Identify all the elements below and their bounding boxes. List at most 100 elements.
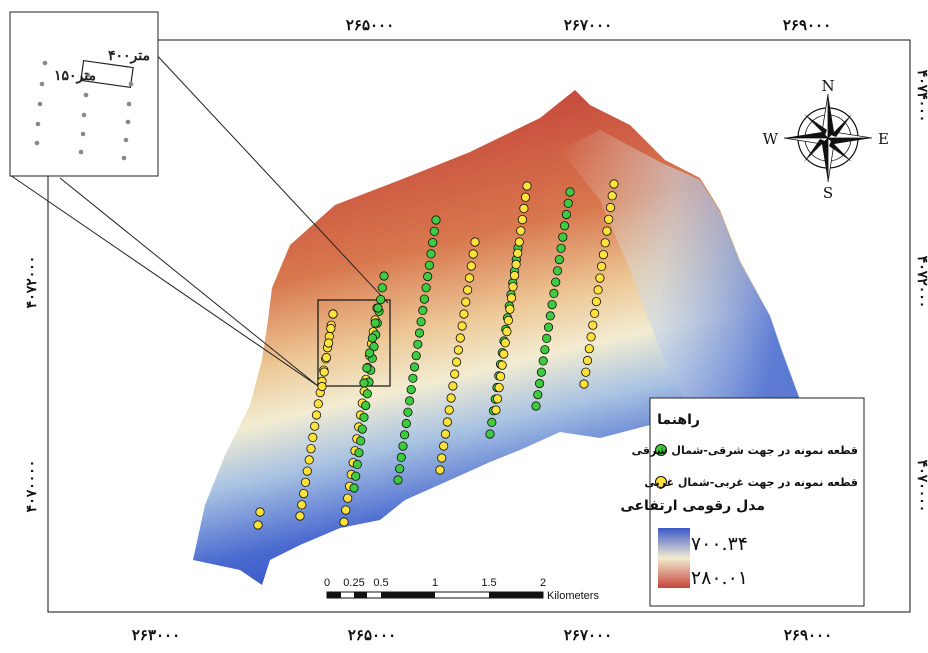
grid-label-left: ۴۰۷۰۰۰۰ [24,460,40,513]
plot-marker-yellow [605,202,616,213]
plot-marker-yellow [446,393,456,403]
north-arrow: N S E W [763,77,889,202]
plot-marker-green [533,390,543,400]
grid-label-top: ۲۶۷۰۰۰ [564,16,612,34]
plot-marker-yellow [437,453,447,463]
plot-marker-green [349,483,359,493]
plot-marker-yellow [435,465,445,475]
plot-marker-yellow [591,296,602,307]
plot-marker-green [367,333,377,343]
plot-marker-green [424,260,434,270]
plot-marker-yellow [520,192,531,202]
plot-marker-green [357,424,367,434]
plot-marker-yellow [609,179,619,189]
plot-marker-green [413,339,423,349]
grid-label-top: ۲۶۵۰۰۰ [346,16,394,34]
scale-tick-15: 1.5 [481,577,496,589]
plot-marker-green [538,356,548,366]
scale-tick-2: 2 [540,577,546,589]
plot-marker-yellow [581,367,591,377]
inset-label-400: ۴۰۰متر [108,48,150,64]
plot-marker-yellow [604,214,614,224]
plot-marker-green [536,367,547,377]
plot-marker-green [558,232,568,242]
plot-marker-green [554,255,564,265]
plot-marker-green [549,288,559,298]
plot-marker-yellow [328,309,338,319]
grid-label-right: ۴۰۷۰۰۰۰ [914,460,928,513]
plot-marker-yellow [455,333,465,343]
inset-plot-rect [80,59,134,89]
plot-marker-yellow [593,285,603,295]
scale-tick-025: 0.25 [343,577,364,589]
plot-marker-yellow [306,444,316,454]
legend: راهنما قطعه نمونه در جهت شرقی-شمال شرقی … [620,397,865,607]
plot-marker-yellow [310,421,320,431]
plot-marker-green [377,283,387,293]
plot-marker-green [354,448,364,458]
plot-marker-yellow [255,507,265,517]
sample-plots [253,179,619,530]
plot-marker-green [556,243,566,253]
plot-marker-green [547,299,557,310]
plot-marker-yellow [582,355,593,366]
plot-marker-yellow [457,321,467,331]
plot-marker-yellow [502,326,512,337]
scale-tick-05: 0.5 [373,577,388,589]
grid-label-left: ۴۰۷۲۰۰۰ [24,256,40,309]
plot-marker-green [370,318,380,328]
plot-marker-green [351,471,361,481]
plot-marker-green [423,271,433,282]
inset-dots [34,60,134,161]
plot-marker-yellow [505,304,515,314]
plot-marker-green [416,317,426,327]
plot-marker-yellow [297,500,307,510]
plot-marker-yellow [522,181,532,191]
plot-marker-yellow [300,477,311,487]
map-frame [47,39,911,613]
plot-marker-green [411,351,421,361]
plot-marker-yellow [339,517,349,527]
plot-marker-green [362,389,372,399]
plot-marker-yellow [253,520,263,530]
plot-marker-green [531,401,541,411]
plot-marker-green [373,303,383,313]
plot-marker-yellow [459,309,469,319]
plot-marker-green [418,305,428,315]
plot-marker-yellow [311,410,322,420]
grid-label-bottom: ۲۶۳۰۰۰ [132,626,180,644]
plot-marker-yellow [462,285,473,295]
grid-label-right: ۴۰۷۴۰۰۰ [914,70,928,123]
plot-marker-green [545,311,555,321]
plot-marker-yellow [453,345,463,355]
plot-marker-yellow [326,323,336,334]
grid-label-bottom: ۲۶۵۰۰۰ [348,626,396,644]
plot-marker-yellow [519,203,529,213]
plot-marker-green [552,266,563,276]
dem-surface [193,90,800,585]
plot-marker-green [399,430,410,440]
plot-marker-green [419,294,429,304]
inset-label-150: ۱۵۰متر [54,68,96,84]
plot-marker-yellow [607,191,617,201]
plot-marker-yellow [313,399,323,409]
plot-marker-yellow [506,293,517,303]
plot-marker-green [396,452,406,462]
plot-marker-yellow [600,238,610,248]
plot-marker-green [395,464,405,474]
plot-marker-green [362,363,372,373]
plot-marker-yellow [588,320,598,330]
plot-marker-yellow [509,270,520,281]
plot-marker-yellow [440,429,451,439]
plot-marker-yellow [317,381,327,392]
grid-labels-bottom: ۲۶۳۰۰۰ ۲۶۵۰۰۰ ۲۶۷۰۰۰ ۲۶۹۰۰۰ [132,626,832,644]
plot-marker-yellow [470,237,480,247]
plot-marker-yellow [517,215,528,225]
plot-marker-green [426,249,436,259]
plot-marker-yellow [442,417,452,427]
plot-marker-green [543,322,554,332]
grid-label-top: ۲۶۹۰۰۰ [783,16,831,34]
legend-min: ۲۸۰.۰۱ [691,567,748,589]
plot-marker-yellow [451,357,462,367]
plot-marker-green [414,328,425,338]
